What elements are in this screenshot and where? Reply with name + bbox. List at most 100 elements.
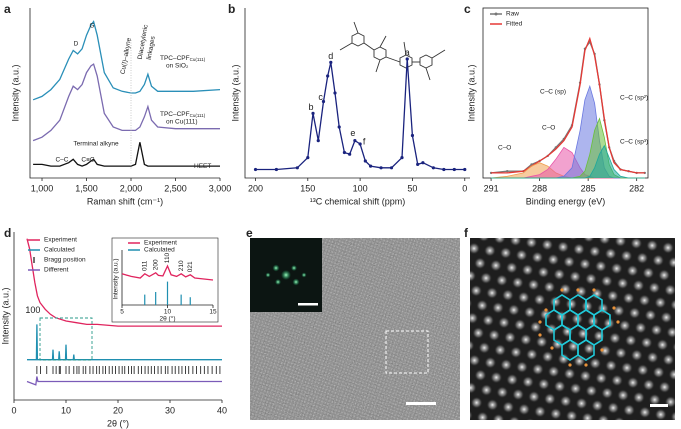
marker <box>463 167 467 172</box>
x-tick-label: 0 <box>462 183 467 193</box>
marker <box>506 170 509 173</box>
series-label: TPC–CPFCu(111) <box>160 111 206 118</box>
marker <box>358 142 362 146</box>
peak-label: a <box>405 47 410 57</box>
annotation: C≡C <box>81 157 94 164</box>
x-tick-label: 150 <box>300 183 315 193</box>
x-tick-label: 0 <box>11 405 16 415</box>
series-name-sub: Cu(111) <box>190 57 206 62</box>
marker <box>353 139 357 143</box>
marker <box>311 111 315 115</box>
marker <box>405 57 409 61</box>
y-axis-label: Intensity (a.u.) <box>230 64 240 121</box>
series-label-2: on SiO₂ <box>166 63 189 70</box>
panel-label: e <box>246 226 253 240</box>
y-axis-label: Intensity (a.u.) <box>10 64 20 121</box>
annotation: C–C <box>55 157 68 164</box>
series-label-2: on Cu(111) <box>166 119 198 126</box>
marker <box>253 167 258 172</box>
legend-label: Different <box>44 267 69 274</box>
tem-image <box>250 238 460 420</box>
y-axis-label: Intensity (a.u.) <box>113 258 120 299</box>
marker <box>400 156 404 160</box>
annotation: linkages <box>146 35 157 60</box>
x-tick-label: 2,000 <box>120 183 143 193</box>
peak-label: d <box>328 51 333 61</box>
series-line <box>26 376 222 386</box>
area-fill <box>491 162 645 178</box>
legend-label: Experiment <box>44 237 77 244</box>
series-line <box>491 144 645 179</box>
marker <box>442 167 446 172</box>
annotation: G <box>89 23 94 30</box>
panel-label: b <box>228 2 235 16</box>
marker <box>452 167 456 172</box>
marker <box>321 99 326 104</box>
inset-frame <box>111 237 219 323</box>
peak-label: 021 <box>187 261 194 272</box>
component-label: C–C (sp²) <box>620 95 648 102</box>
axis-line <box>244 8 470 179</box>
marker <box>379 166 383 170</box>
axis-line <box>29 8 220 179</box>
x-tick-label: 285 <box>581 183 596 193</box>
y-axis-label: Intensity (a.u.) <box>0 287 10 344</box>
y-axis-label: Intensity (a.u.) <box>466 64 476 121</box>
series-name-sub: Cu(111) <box>190 113 206 118</box>
peak-label: 011 <box>141 260 148 271</box>
series-line <box>491 36 645 174</box>
x-tick-label: 288 <box>532 183 547 193</box>
series-name: TPC–CPF <box>160 111 190 118</box>
series-line <box>32 63 220 142</box>
peak-label: 110 <box>164 252 171 263</box>
x-tick-label: 15 <box>209 309 217 316</box>
x-tick-label: 291 <box>484 183 499 193</box>
marker <box>342 150 347 155</box>
marker <box>274 167 278 172</box>
marker <box>421 161 425 165</box>
peak-label: c <box>318 92 323 102</box>
zoom-box <box>39 317 93 361</box>
x-tick-label: 20 <box>113 405 123 415</box>
x-axis-label: 2θ (°) <box>160 315 176 323</box>
x-tick-label: 1,000 <box>31 183 54 193</box>
x-tick-label: 50 <box>407 183 417 193</box>
legend-label: Fitted <box>506 21 523 28</box>
annotation: D <box>74 41 79 48</box>
x-tick-label: 10 <box>61 405 71 415</box>
marker <box>363 159 367 163</box>
series-line <box>26 238 222 327</box>
peak-label: f <box>363 136 366 146</box>
marker <box>306 156 310 160</box>
x-axis-label: 2θ (°) <box>107 418 129 428</box>
peak-label: e <box>350 128 355 138</box>
x-axis-label: Raman shift (cm⁻¹) <box>87 196 163 206</box>
component-label: C–C (sp) <box>540 89 566 96</box>
x-tick-label: 200 <box>248 183 263 193</box>
panel-label: a <box>4 2 11 16</box>
area-fill <box>491 145 645 178</box>
peak-label: b <box>309 102 314 112</box>
series-label: TPC–CPFCu(111) <box>160 55 206 62</box>
x-axis-label: ¹³C chemical shift (ppm) <box>310 196 406 206</box>
x-tick-label: 40 <box>217 405 227 415</box>
component-label: C–O <box>542 125 555 132</box>
marker <box>410 133 415 138</box>
annotation: Terminal alkyne <box>73 141 119 148</box>
marker <box>326 74 330 78</box>
series-line <box>255 58 465 171</box>
marker <box>329 60 333 64</box>
marker <box>337 125 341 129</box>
x-tick-label: 10 <box>164 309 172 316</box>
series-line <box>27 324 222 361</box>
peak-label: 100 <box>25 305 40 315</box>
series-name: TPC–CPF <box>160 55 190 62</box>
legend-marker <box>494 12 498 16</box>
x-tick-label: 30 <box>165 405 175 415</box>
marker <box>431 166 435 170</box>
marker <box>368 164 373 168</box>
x-tick-label: 2,500 <box>164 183 187 193</box>
x-tick-label: 3,000 <box>209 183 232 193</box>
legend-label: Calculated <box>144 247 175 254</box>
